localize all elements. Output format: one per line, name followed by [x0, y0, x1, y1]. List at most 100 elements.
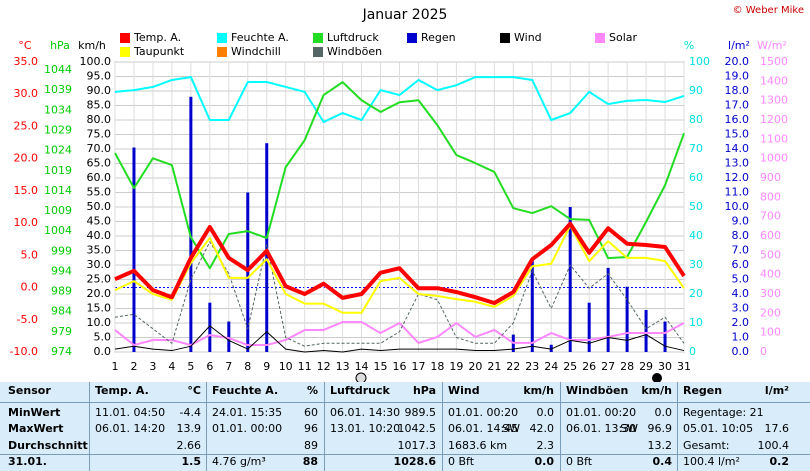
y-tick-label: 100: [689, 55, 710, 68]
header-cell: Wind: [448, 384, 480, 397]
rain-bar: [189, 96, 193, 352]
rain-bar: [587, 302, 591, 352]
x-tick-label: 26: [582, 360, 596, 373]
y-tick-label: 8.0: [732, 229, 750, 242]
rain-bar: [549, 344, 553, 352]
y-tick-label: 20.0: [725, 55, 750, 68]
cell-right: 42.0: [529, 422, 555, 435]
y-tick-label: 1029: [44, 123, 72, 136]
legend-label: Windchill: [231, 45, 281, 58]
y-tick-label: 1024: [44, 144, 72, 157]
y-tick-label: 1300: [760, 94, 788, 107]
chart: Januar 2025 © Weber Mike °C-10.0-5.00.05…: [10, 5, 804, 384]
y-tick-label: 200: [760, 306, 781, 319]
rain-bar: [246, 192, 250, 352]
header-cell: Feuchte A.: [212, 384, 279, 397]
cell-right: 0.0: [534, 455, 555, 468]
rain-bar: [227, 321, 231, 352]
x-tick-label: 6: [206, 360, 213, 373]
rain-bar: [606, 267, 610, 352]
y-tick-label: 70: [689, 142, 703, 155]
x-tick-label: 8: [244, 360, 251, 373]
y-tick-label: 60.0: [87, 171, 112, 184]
series-line: [114, 76, 685, 124]
series-line: [114, 221, 686, 306]
x-tick-label: 31: [677, 360, 691, 373]
y-tick-label: 45.0: [87, 215, 112, 228]
y-tick-label: 15.0: [725, 128, 750, 141]
x-tick-label: 20: [468, 360, 482, 373]
y-tick-label: 700: [760, 210, 781, 223]
y-tick-label: 1200: [760, 113, 788, 126]
x-tick-label: 4: [168, 360, 175, 373]
y-tick-label: 10.0: [14, 216, 39, 229]
y-tick-label: 974: [51, 345, 72, 358]
cell-left: Gesamt:: [683, 439, 730, 452]
axis-unit: km/h: [78, 39, 106, 52]
x-tick-label: 22: [506, 360, 520, 373]
header-unit: hPa: [412, 384, 436, 397]
cell-right: 89: [304, 439, 318, 452]
y-tick-label: 1034: [44, 103, 72, 116]
y-tick-label: 75.0: [87, 128, 112, 141]
header-cell: Luftdruck: [330, 384, 390, 397]
y-tick-label: 4.0: [732, 287, 750, 300]
x-tick-label: 11: [298, 360, 312, 373]
y-tick-label: 90.0: [87, 84, 112, 97]
rain-bar: [530, 260, 534, 352]
axis-unit: %: [684, 39, 694, 52]
y-tick-label: 1009: [44, 204, 72, 217]
x-tick-label: 18: [430, 360, 444, 373]
header-unit: l/m²: [764, 384, 789, 397]
legend-label: Solar: [609, 31, 638, 44]
cell-right: 1017.3: [397, 439, 437, 452]
header-unit: km/h: [641, 384, 672, 397]
x-tick-label: 9: [263, 360, 270, 373]
y-tick-label: 14.0: [725, 142, 750, 155]
x-tick-label: 29: [639, 360, 653, 373]
y-tick-label: 19.0: [725, 70, 750, 83]
moon-icon: [355, 372, 367, 384]
cell-left: 11.01. 04:50: [95, 406, 166, 419]
header-unit: °C: [187, 384, 201, 397]
y-tick-label: 95.0: [87, 70, 112, 83]
legend-swatch: [120, 33, 130, 43]
y-tick-label: 12.0: [725, 171, 750, 184]
cell-right: 96.9: [647, 422, 673, 435]
y-tick-label: 25.0: [14, 119, 39, 132]
rain-bar: [625, 286, 629, 352]
x-tick-label: 24: [544, 360, 558, 373]
y-tick-label: 7.0: [732, 244, 750, 257]
cell-left: 01.01. 00:20: [448, 406, 519, 419]
cell-left: 06.01. 14:30: [330, 406, 401, 419]
y-tick-label: 25.0: [87, 273, 112, 286]
series-line: [114, 321, 685, 347]
x-tick-label: 14: [355, 360, 369, 373]
y-tick-label: 979: [51, 325, 72, 338]
y-tick-label: 80: [689, 113, 703, 126]
separator: [206, 382, 207, 471]
y-tick-label: 0: [760, 345, 767, 358]
y-tick-label: 10.0: [725, 200, 750, 213]
header-cell: Regen: [683, 384, 723, 397]
cell-left: 100.4 l/m²: [683, 455, 740, 468]
rain-bar: [265, 143, 269, 352]
cell-left: 06.01. 14:20: [95, 422, 166, 435]
y-tick-label: 15.0: [87, 302, 112, 315]
y-tick-label: 5.0: [732, 273, 750, 286]
cell-left: 06.01. 14:45: [448, 422, 519, 435]
y-tick-label: 35.0: [14, 55, 39, 68]
cell-right: 1.5: [181, 455, 202, 468]
rain-bar: [208, 302, 212, 352]
separator: [0, 402, 810, 403]
x-tick-label: 19: [449, 360, 463, 373]
legend-swatch: [217, 33, 227, 43]
y-tick-label: 50: [689, 200, 703, 213]
y-tick-label: 1500: [760, 55, 788, 68]
y-tick-label: 20.0: [87, 287, 112, 300]
y-tick-label: 20: [689, 287, 703, 300]
x-tick-label: 23: [525, 360, 539, 373]
legend-swatch: [313, 47, 323, 57]
cell-mid: SW: [502, 422, 520, 435]
